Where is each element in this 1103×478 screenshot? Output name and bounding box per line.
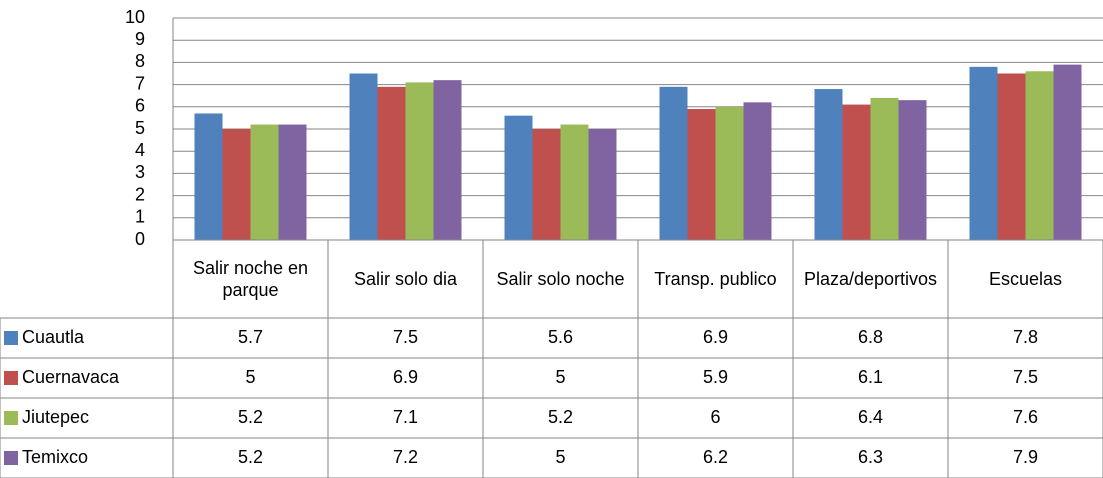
- bar: [659, 86, 688, 240]
- table-value: 5.2: [548, 407, 573, 427]
- table-value: 7.5: [393, 327, 418, 347]
- bar: [588, 129, 617, 240]
- table-value: 7.6: [1013, 407, 1038, 427]
- table-value: 7.9: [1013, 447, 1038, 467]
- table-value: 6.9: [393, 367, 418, 387]
- bar: [969, 66, 998, 240]
- x-tick-label: Escuelas: [988, 269, 1063, 289]
- y-tick-label: 8: [135, 51, 145, 71]
- bar: [194, 113, 223, 240]
- y-tick-label: 4: [135, 140, 145, 160]
- table-value: 7.1: [393, 407, 418, 427]
- bar: [532, 129, 561, 240]
- y-tick-label: 5: [135, 118, 145, 138]
- y-tick-label: 3: [135, 162, 145, 182]
- legend-label: Cuernavaca: [22, 367, 120, 387]
- table-value: 5: [245, 367, 255, 387]
- table-value: 5: [555, 447, 565, 467]
- bar: [870, 97, 899, 240]
- legend-label: Jiutepec: [22, 407, 89, 427]
- bar: [715, 106, 744, 240]
- legend-key: [4, 411, 18, 425]
- table-value: 5.9: [703, 367, 728, 387]
- x-tick-label: Salir solo dia: [353, 269, 458, 289]
- bar: [250, 124, 279, 240]
- category-cell: Escuelas: [988, 269, 1063, 289]
- bar: [377, 86, 406, 240]
- y-tick-label: 6: [135, 96, 145, 116]
- table-value: 6.1: [858, 367, 883, 387]
- bar: [743, 102, 772, 240]
- bar: [1025, 71, 1054, 240]
- category-cell: Plaza/deportivos: [803, 269, 938, 289]
- legend-key: [4, 451, 18, 465]
- x-tick-label: Plaza/deportivos: [803, 269, 938, 289]
- table-value: 5.2: [238, 407, 263, 427]
- table-value: 6: [710, 407, 720, 427]
- table-value: 5: [555, 367, 565, 387]
- y-tick-label: 9: [135, 29, 145, 49]
- category-cell: Transp. publico: [654, 269, 777, 289]
- bar: [814, 89, 843, 240]
- y-tick-label: 1: [135, 207, 145, 227]
- legend-label: Temixco: [22, 447, 88, 467]
- bar: [898, 100, 927, 240]
- table-value: 7.8: [1013, 327, 1038, 347]
- table-value: 6.2: [703, 447, 728, 467]
- bar: [222, 129, 251, 240]
- y-tick-label: 2: [135, 184, 145, 204]
- table-value: 6.9: [703, 327, 728, 347]
- bar: [433, 80, 462, 240]
- table-value: 5.6: [548, 327, 573, 347]
- x-tick-label: Transp. publico: [654, 269, 777, 289]
- bar: [687, 109, 716, 241]
- bar: [349, 73, 378, 240]
- bar: [504, 115, 533, 240]
- bar: [405, 82, 434, 240]
- legend-key: [4, 331, 18, 345]
- bar: [842, 104, 871, 240]
- category-cell: Salir solo dia: [353, 269, 458, 289]
- x-tick-label: Salir noche en parque: [192, 258, 309, 300]
- table-value: 5.2: [238, 447, 263, 467]
- table-value: 6.3: [858, 447, 883, 467]
- y-tick-label: 10: [125, 7, 145, 27]
- category-cell: Salir noche en parque: [192, 258, 309, 300]
- legend-label: Cuautla: [22, 327, 85, 347]
- table-value: 5.7: [238, 327, 263, 347]
- table-value: 6.4: [858, 407, 883, 427]
- legend-key: [4, 371, 18, 385]
- table-value: 7.5: [1013, 367, 1038, 387]
- table-value: 6.8: [858, 327, 883, 347]
- x-tick-label: Salir solo noche: [496, 269, 625, 289]
- y-tick-label: 0: [135, 229, 145, 249]
- table-value: 7.2: [393, 447, 418, 467]
- y-tick-label: 7: [135, 73, 145, 93]
- bar: [997, 73, 1026, 240]
- bar: [278, 124, 307, 240]
- bar: [1053, 64, 1082, 241]
- category-cell: Salir solo noche: [496, 269, 625, 289]
- bar: [560, 124, 589, 240]
